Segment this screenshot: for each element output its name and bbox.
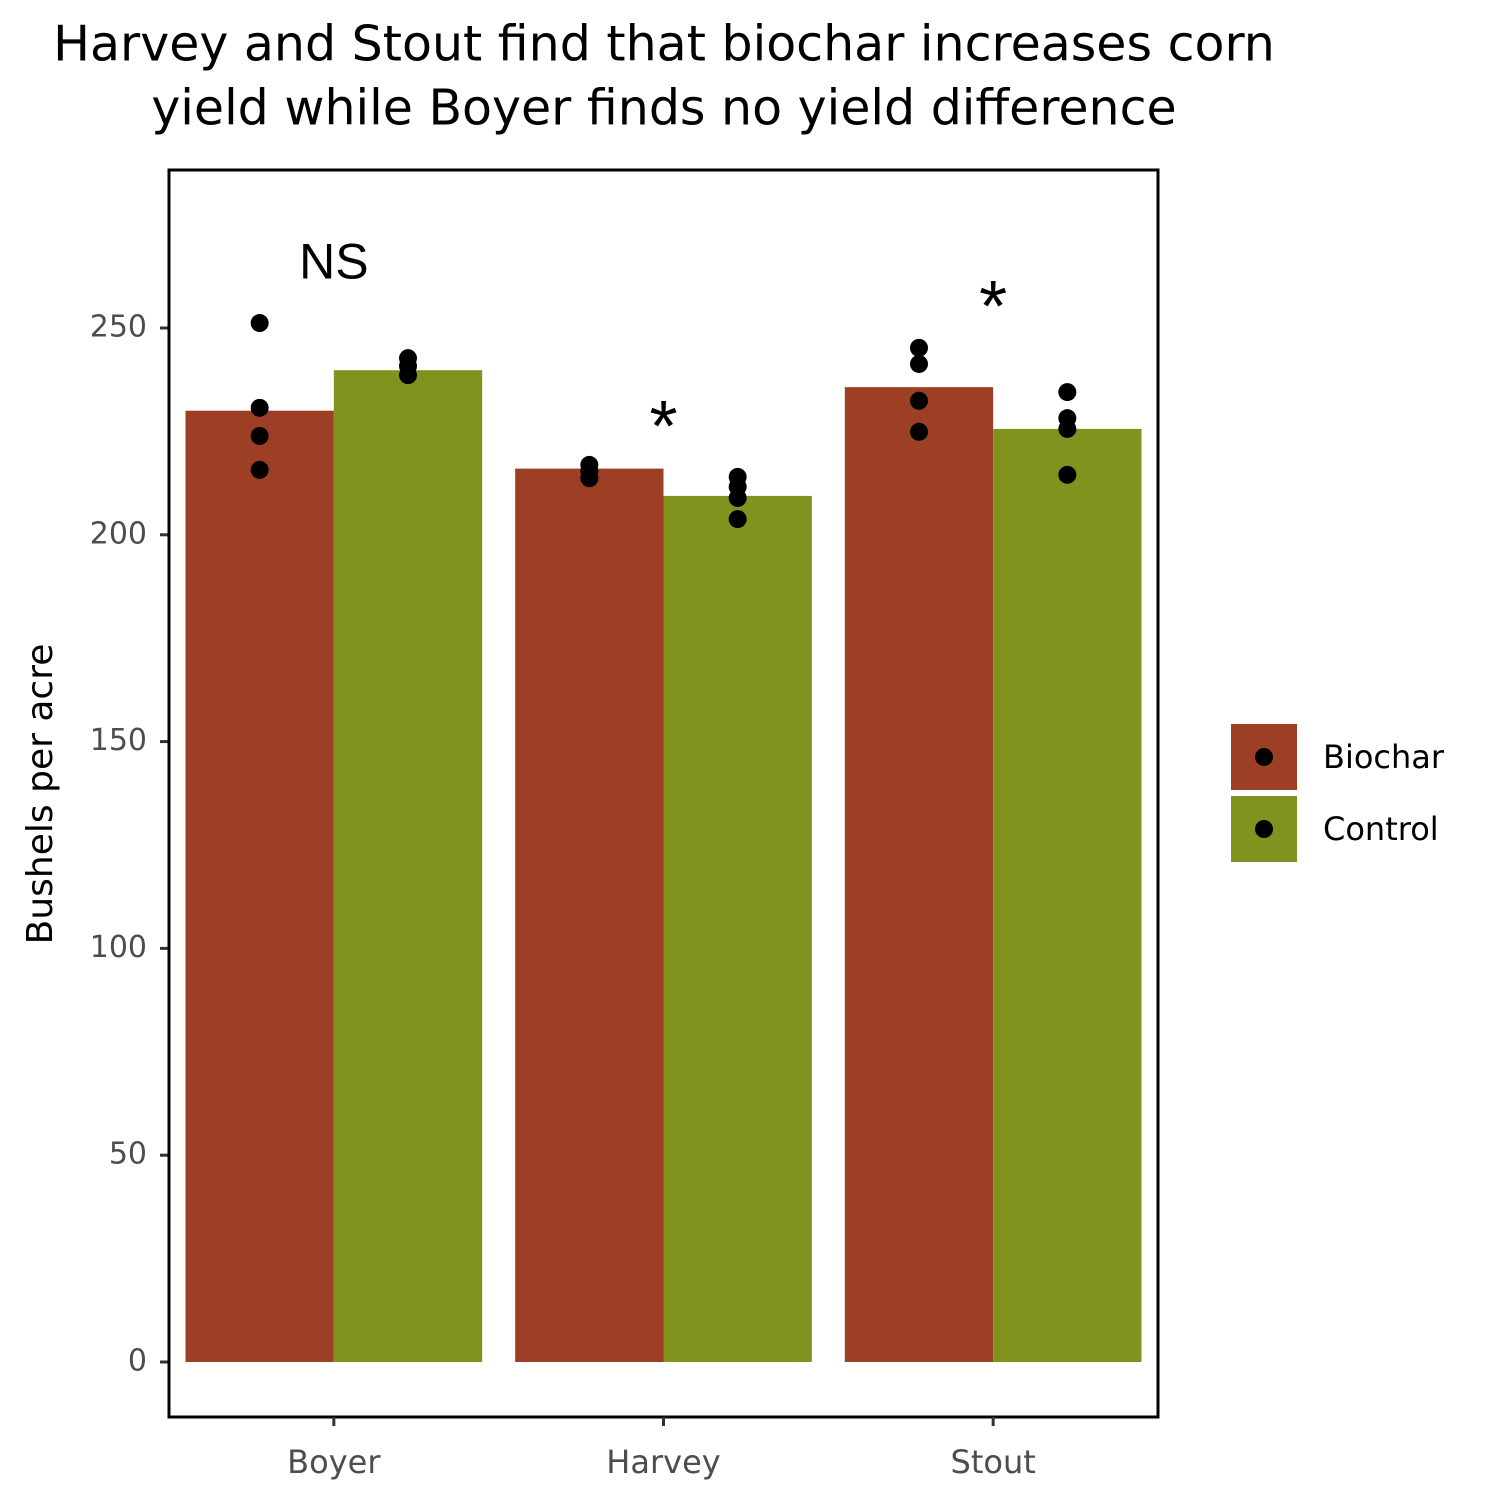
legend-point xyxy=(1255,748,1273,766)
data-point xyxy=(1058,465,1077,484)
data-point xyxy=(1058,419,1077,438)
y-tick-label: 150 xyxy=(90,723,147,758)
bar xyxy=(663,495,812,1362)
data-point xyxy=(250,426,269,445)
bar xyxy=(844,387,994,1362)
annotation: * xyxy=(979,267,1007,347)
chart-title: Harvey and Stout find that biochar incre… xyxy=(53,16,1275,73)
data-point xyxy=(909,338,928,357)
legend-point xyxy=(1255,820,1273,838)
data-point xyxy=(399,366,418,385)
data-point xyxy=(580,469,599,488)
data-point xyxy=(250,460,269,479)
data-point xyxy=(909,391,928,410)
bar xyxy=(333,370,483,1362)
legend-label: Biochar xyxy=(1323,738,1445,776)
annotation: NS xyxy=(299,233,368,289)
x-tick-label: Harvey xyxy=(606,1443,720,1481)
bar xyxy=(185,410,334,1362)
legend-label: Control xyxy=(1323,810,1439,848)
bar xyxy=(515,468,664,1362)
chart-title: yield while Boyer finds no yield differe… xyxy=(151,80,1176,137)
data-point xyxy=(1058,383,1077,402)
y-tick-label: 250 xyxy=(90,309,147,344)
bar xyxy=(993,428,1142,1362)
y-tick-label: 50 xyxy=(109,1137,147,1172)
data-point xyxy=(250,314,269,333)
data-point xyxy=(909,354,928,373)
y-tick-label: 200 xyxy=(90,516,147,551)
data-point xyxy=(728,488,747,507)
y-tick-label: 100 xyxy=(90,930,147,965)
y-tick-label: 0 xyxy=(128,1343,147,1378)
data-point xyxy=(909,422,928,441)
data-point xyxy=(250,398,269,417)
data-point xyxy=(728,510,747,529)
y-axis-title: Bushels per acre xyxy=(20,644,61,945)
x-tick-label: Boyer xyxy=(287,1443,381,1481)
x-tick-label: Stout xyxy=(951,1443,1036,1481)
annotation: * xyxy=(649,387,677,467)
